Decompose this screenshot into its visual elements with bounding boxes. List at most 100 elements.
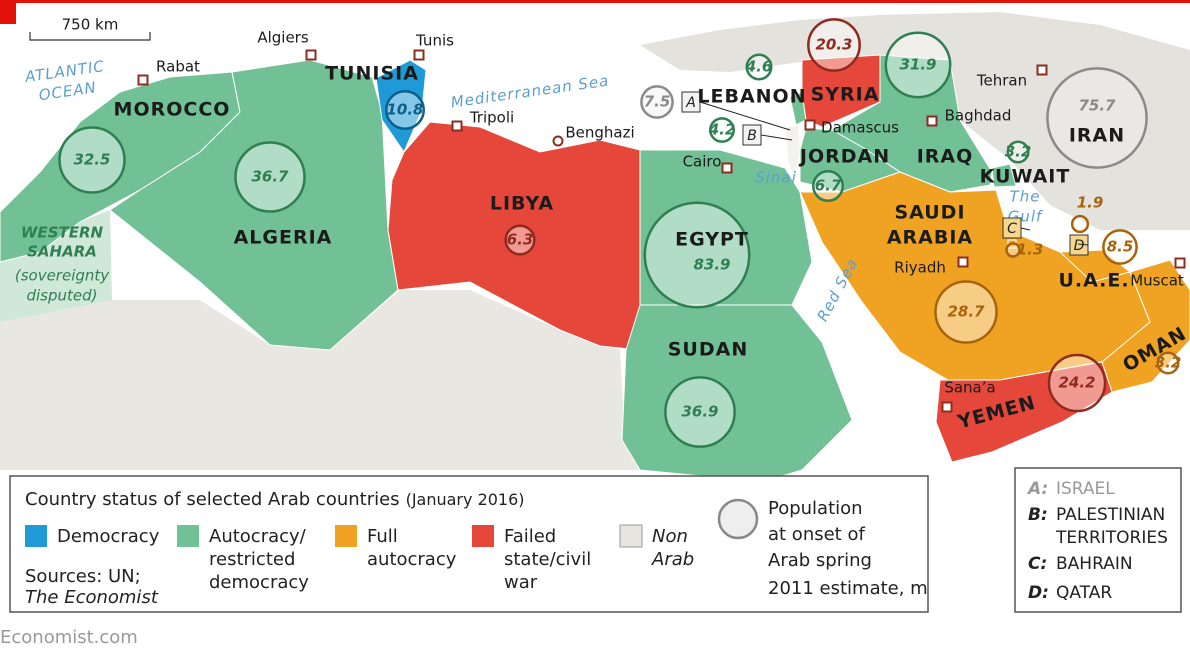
region-note: (sovereignty xyxy=(15,267,110,285)
legend-swatch xyxy=(619,524,643,548)
key-name: PALESTINIAN xyxy=(1056,505,1165,525)
city-marker xyxy=(804,119,816,131)
legend-swatch xyxy=(177,525,199,547)
population-value: 4.6 xyxy=(745,58,773,76)
legend-circle xyxy=(717,498,759,540)
corner-tag xyxy=(0,0,16,24)
country-shape xyxy=(109,59,399,351)
population-circle xyxy=(58,126,126,194)
country-name: IRAN xyxy=(1069,125,1125,147)
population-circle xyxy=(664,376,736,448)
key-letter: C: xyxy=(1028,554,1047,574)
country-shape xyxy=(375,59,427,154)
city-label: Tripoli xyxy=(469,109,514,127)
country-label: SAUDI ARABIA xyxy=(887,202,973,249)
region-name: SAHARA xyxy=(27,243,97,261)
country-shape xyxy=(1101,259,1190,393)
key-letter: A: xyxy=(1026,479,1048,499)
country-name: EGYPT xyxy=(675,229,749,251)
legend-label: war xyxy=(504,572,538,593)
legend-pop-title: Population xyxy=(768,498,863,519)
country-name: SAUDI xyxy=(894,202,965,224)
city-label: Baghdad xyxy=(945,107,1012,125)
water-text: The xyxy=(1010,188,1041,206)
western-sahara-land xyxy=(0,210,112,322)
country-name: LIBYA xyxy=(490,193,554,215)
country-name: U.A.E. xyxy=(1058,270,1129,292)
legend-swatch xyxy=(335,525,357,547)
population-value: 24.2 xyxy=(1058,374,1095,392)
population-circle xyxy=(745,53,773,81)
population-circle xyxy=(234,141,306,213)
population-circle xyxy=(1102,229,1138,265)
country-label: IRAQ xyxy=(917,146,974,168)
key-box xyxy=(1014,467,1182,613)
key-letter: B: xyxy=(1028,505,1048,525)
population-circle xyxy=(504,224,536,256)
population-circle xyxy=(1046,67,1148,169)
population-value: 7.5 xyxy=(644,93,671,111)
sources: Sources: UN; xyxy=(25,566,141,587)
leader-line xyxy=(699,101,791,131)
population-value: 28.7 xyxy=(947,303,985,321)
country-name: ARABIA xyxy=(887,227,973,249)
country-letter: A xyxy=(685,95,696,111)
country-label: MOROCCO xyxy=(114,99,231,121)
country-name: SYRIA xyxy=(811,84,880,106)
country-name: JORDAN xyxy=(798,146,890,168)
key-letter: D: xyxy=(1028,583,1049,603)
leader-line xyxy=(1077,243,1089,246)
population-value: 6.3 xyxy=(507,231,534,249)
country-label: ALGERIA xyxy=(234,227,333,249)
city-label: Rabat xyxy=(156,58,200,76)
city-label: Riyadh xyxy=(894,259,946,277)
population-value: 1.3 xyxy=(1017,241,1044,259)
country-letter: C xyxy=(1007,221,1017,237)
country-name: ALGERIA xyxy=(234,227,333,249)
population-circle xyxy=(1070,214,1090,234)
city-marker xyxy=(552,135,564,147)
city-marker xyxy=(413,49,425,61)
country-shape xyxy=(387,121,641,351)
legend-label: restricted xyxy=(209,549,295,570)
legend-label: Full xyxy=(367,526,398,547)
population-value: 36.9 xyxy=(681,403,718,421)
legend-label: state/civil xyxy=(504,549,591,570)
population-value: 6.7 xyxy=(815,177,842,195)
credit: Economist.com xyxy=(0,627,138,648)
israel-land xyxy=(786,125,800,180)
population-value: 31.9 xyxy=(899,56,936,74)
population-circle xyxy=(1006,140,1030,164)
city-label: Cairo xyxy=(683,153,722,171)
country-name: LEBANON xyxy=(697,86,806,108)
legend-label: Arab xyxy=(651,549,694,570)
population-value: 10.8 xyxy=(386,101,423,119)
population-circle xyxy=(811,169,845,203)
population-value: 32.5 xyxy=(73,151,110,169)
city-marker xyxy=(1036,64,1048,76)
city-marker xyxy=(721,162,733,174)
leader-line xyxy=(760,134,793,141)
legend-swatch xyxy=(25,525,47,547)
country-name: IRAQ xyxy=(917,146,974,168)
legend-pop-title: Arab spring xyxy=(768,550,872,571)
country-label: LIBYA xyxy=(490,193,554,215)
country-name: MOROCCO xyxy=(114,99,231,121)
legend-date: (January 2016) xyxy=(406,490,525,509)
city-label: Muscat xyxy=(1130,272,1184,290)
country-shape xyxy=(935,361,1113,463)
country-label: EGYPT xyxy=(675,229,749,251)
city-label: Benghazi xyxy=(565,124,634,142)
legend-label: Failed xyxy=(504,526,556,547)
population-circle xyxy=(934,280,998,344)
water-text: Sinai xyxy=(755,169,797,187)
city-marker xyxy=(941,401,953,413)
city-label: Algiers xyxy=(257,29,309,47)
region-note: disputed) xyxy=(26,287,97,305)
leader-line xyxy=(1020,227,1031,231)
key-name: QATAR xyxy=(1056,583,1112,603)
legend-title-text: Country status of selected Arab countrie… xyxy=(25,489,400,510)
scale-bar xyxy=(29,32,151,41)
legend-label: Democracy xyxy=(57,526,160,547)
key-name: ISRAEL xyxy=(1056,479,1115,499)
